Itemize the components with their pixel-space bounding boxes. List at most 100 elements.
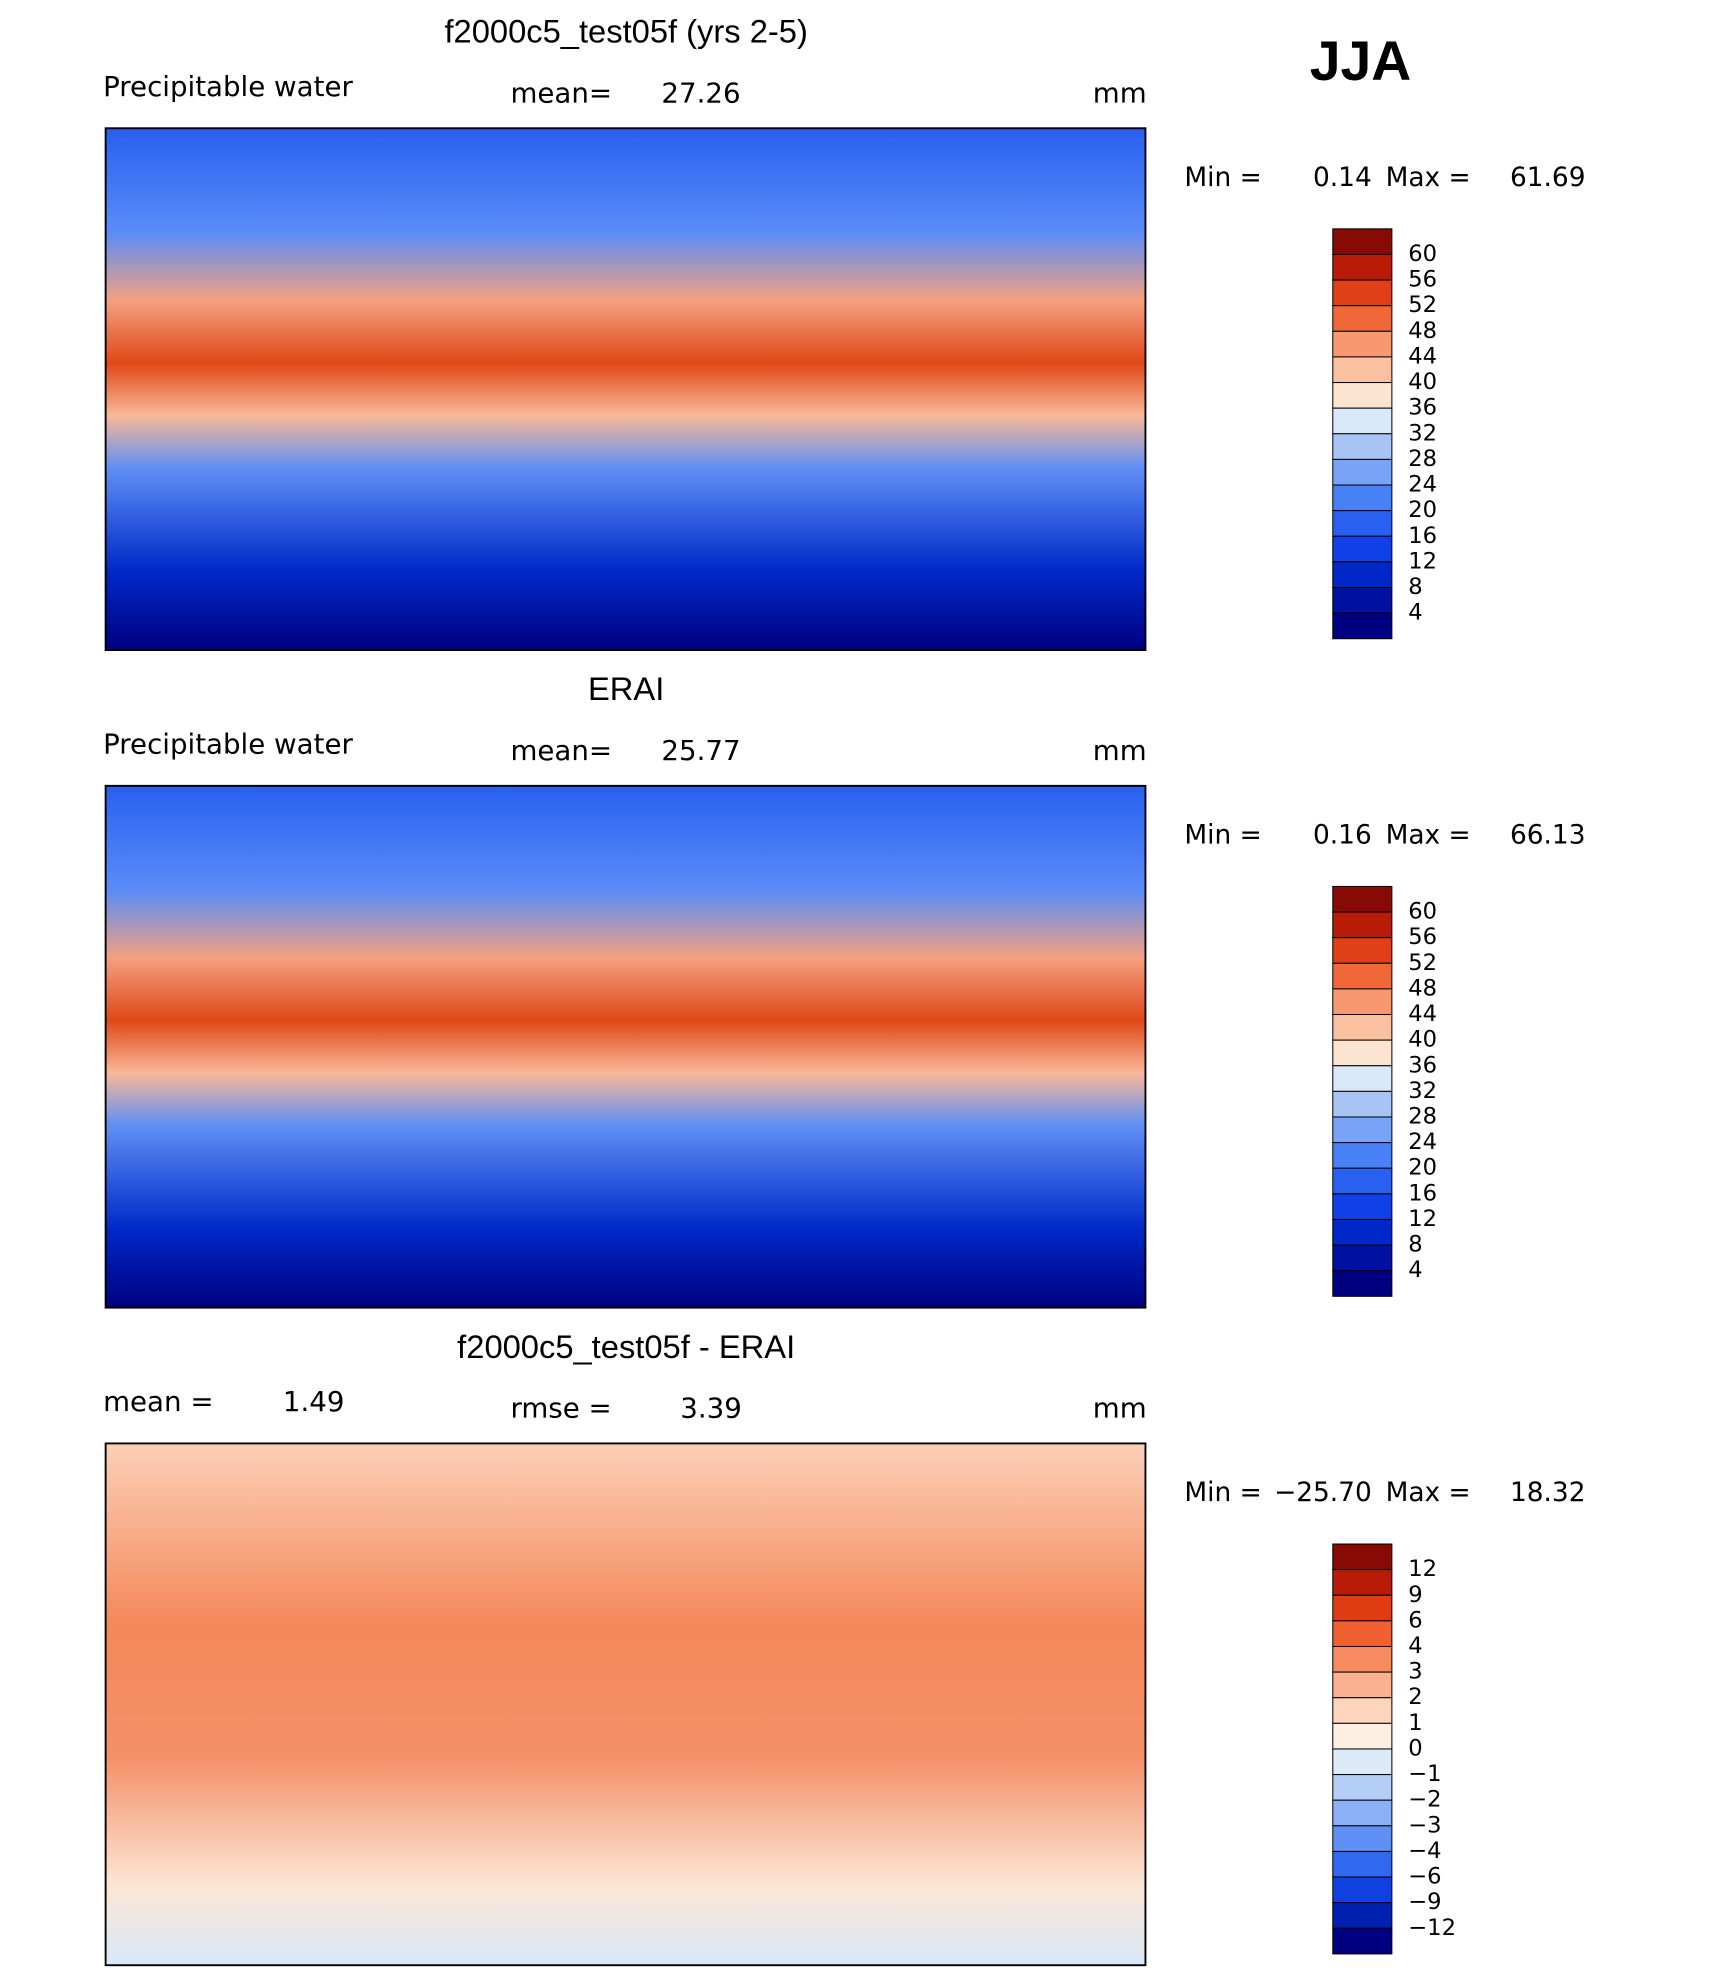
colorbar-label: 56 — [1408, 924, 1437, 950]
colorbar-label: 28 — [1408, 1103, 1437, 1129]
colorbar-box — [1332, 586, 1393, 614]
colorbar-box — [1332, 1671, 1393, 1699]
colorbar-box — [1332, 911, 1393, 939]
colorbar-box — [1332, 356, 1393, 384]
colorbar-box — [1332, 510, 1393, 537]
colorbar-label: 1 — [1408, 1710, 1422, 1736]
min-value: 0.14 — [1313, 162, 1372, 193]
colorbar-label: 32 — [1408, 1078, 1437, 1104]
colorbar-box — [1332, 407, 1393, 435]
colorbar-box — [1332, 1876, 1393, 1904]
colorbar-box — [1332, 1850, 1393, 1878]
colorbar-label: −9 — [1408, 1889, 1441, 1915]
colorbar-box — [1332, 1116, 1393, 1144]
colorbar-label: 24 — [1408, 472, 1437, 498]
left-label: Precipitable water — [103, 728, 353, 761]
center-label: mean= — [510, 734, 612, 767]
max-value: 61.69 — [1510, 162, 1586, 193]
colorbar-label: 48 — [1408, 318, 1437, 344]
colorbar-box — [1332, 1902, 1393, 1929]
colorbar-label: 36 — [1408, 395, 1437, 421]
colorbar-box — [1332, 988, 1393, 1016]
colorbar-label: 40 — [1408, 369, 1437, 395]
colorbar-box — [1332, 1748, 1393, 1776]
colorbar-label: 8 — [1408, 574, 1422, 600]
map-field — [104, 1442, 1147, 1967]
colorbar-box — [1332, 937, 1393, 964]
colorbar-label: 2 — [1408, 1684, 1422, 1710]
colorbar-box — [1332, 1244, 1393, 1272]
colorbar-label: 0 — [1408, 1735, 1422, 1761]
colorbar-box — [1332, 1090, 1393, 1118]
max-label: Max = — [1386, 1477, 1471, 1508]
colorbar-box — [1332, 433, 1393, 460]
colorbar-label: −2 — [1408, 1787, 1441, 1813]
panel-title: f2000c5_test05f (yrs 2-5) — [444, 13, 807, 50]
colorbar-box — [1332, 1039, 1393, 1067]
unit: mm — [1093, 1391, 1147, 1424]
colorbar-label: 8 — [1408, 1232, 1422, 1258]
colorbar-box — [1332, 1620, 1393, 1647]
colorbar-label: 24 — [1408, 1129, 1437, 1155]
colorbar-box — [1332, 1142, 1393, 1169]
colorbar-box — [1332, 1569, 1393, 1596]
colorbar-box — [1332, 458, 1393, 486]
min-label: Min = — [1184, 162, 1261, 193]
panel-title: f2000c5_test05f - ERAI — [457, 1328, 795, 1365]
colorbar-label: −3 — [1408, 1812, 1441, 1838]
colorbar-box — [1332, 1697, 1393, 1724]
colorbar-box — [1332, 1270, 1393, 1297]
colorbar-box — [1332, 535, 1393, 563]
colorbar-box — [1332, 962, 1393, 990]
colorbar-label: 52 — [1408, 292, 1437, 318]
colorbar-box — [1332, 279, 1393, 307]
colorbar-label: 4 — [1408, 1257, 1422, 1283]
center-label: rmse = — [510, 1391, 611, 1424]
colorbar-box — [1332, 561, 1393, 588]
colorbar-label: −1 — [1408, 1761, 1441, 1787]
colorbar-box — [1332, 1167, 1393, 1195]
min-label: Min = — [1184, 1477, 1261, 1508]
colorbar-box — [1332, 1645, 1393, 1673]
colorbar-box — [1332, 484, 1393, 512]
colorbar-label: 20 — [1408, 497, 1437, 523]
panel-title: ERAI — [588, 670, 664, 707]
colorbar-label: 48 — [1408, 975, 1437, 1001]
left-label: Precipitable water — [103, 70, 353, 103]
colorbar-box — [1332, 612, 1393, 640]
colorbar-box — [1332, 305, 1393, 332]
colorbar-label: 6 — [1408, 1607, 1422, 1633]
colorbar-label: 20 — [1408, 1155, 1437, 1181]
colorbar-label: 16 — [1408, 1180, 1437, 1206]
colorbar-label: 12 — [1408, 1206, 1437, 1232]
unit: mm — [1093, 76, 1147, 109]
center-value: 25.77 — [661, 734, 740, 767]
colorbar-label: −12 — [1408, 1915, 1456, 1941]
colorbar-label: 60 — [1408, 241, 1437, 267]
colorbar-box — [1332, 1825, 1393, 1852]
colorbar-box — [1332, 1799, 1393, 1827]
colorbar-box — [1332, 1218, 1393, 1246]
colorbar-label: 52 — [1408, 950, 1437, 976]
max-value: 66.13 — [1510, 820, 1586, 851]
colorbar-label: 12 — [1408, 548, 1437, 574]
season-title: JJA — [1310, 30, 1411, 92]
min-label: Min = — [1184, 820, 1261, 851]
colorbar-label: −6 — [1408, 1864, 1441, 1890]
colorbar-label: 16 — [1408, 523, 1437, 549]
colorbar-box — [1332, 1193, 1393, 1220]
max-value: 18.32 — [1510, 1477, 1586, 1508]
colorbar-box — [1332, 1543, 1393, 1571]
max-label: Max = — [1386, 162, 1471, 193]
colorbar-box — [1332, 885, 1393, 913]
colorbar-label: 9 — [1408, 1582, 1422, 1608]
colorbar-label: 44 — [1408, 343, 1437, 369]
center-value: 3.39 — [680, 1391, 742, 1424]
colorbar-label: 4 — [1408, 600, 1422, 626]
colorbar-box — [1332, 382, 1393, 409]
unit: mm — [1093, 734, 1147, 767]
min-value: 0.16 — [1313, 820, 1372, 851]
colorbar-label: 60 — [1408, 899, 1437, 925]
colorbar-label: 28 — [1408, 446, 1437, 472]
